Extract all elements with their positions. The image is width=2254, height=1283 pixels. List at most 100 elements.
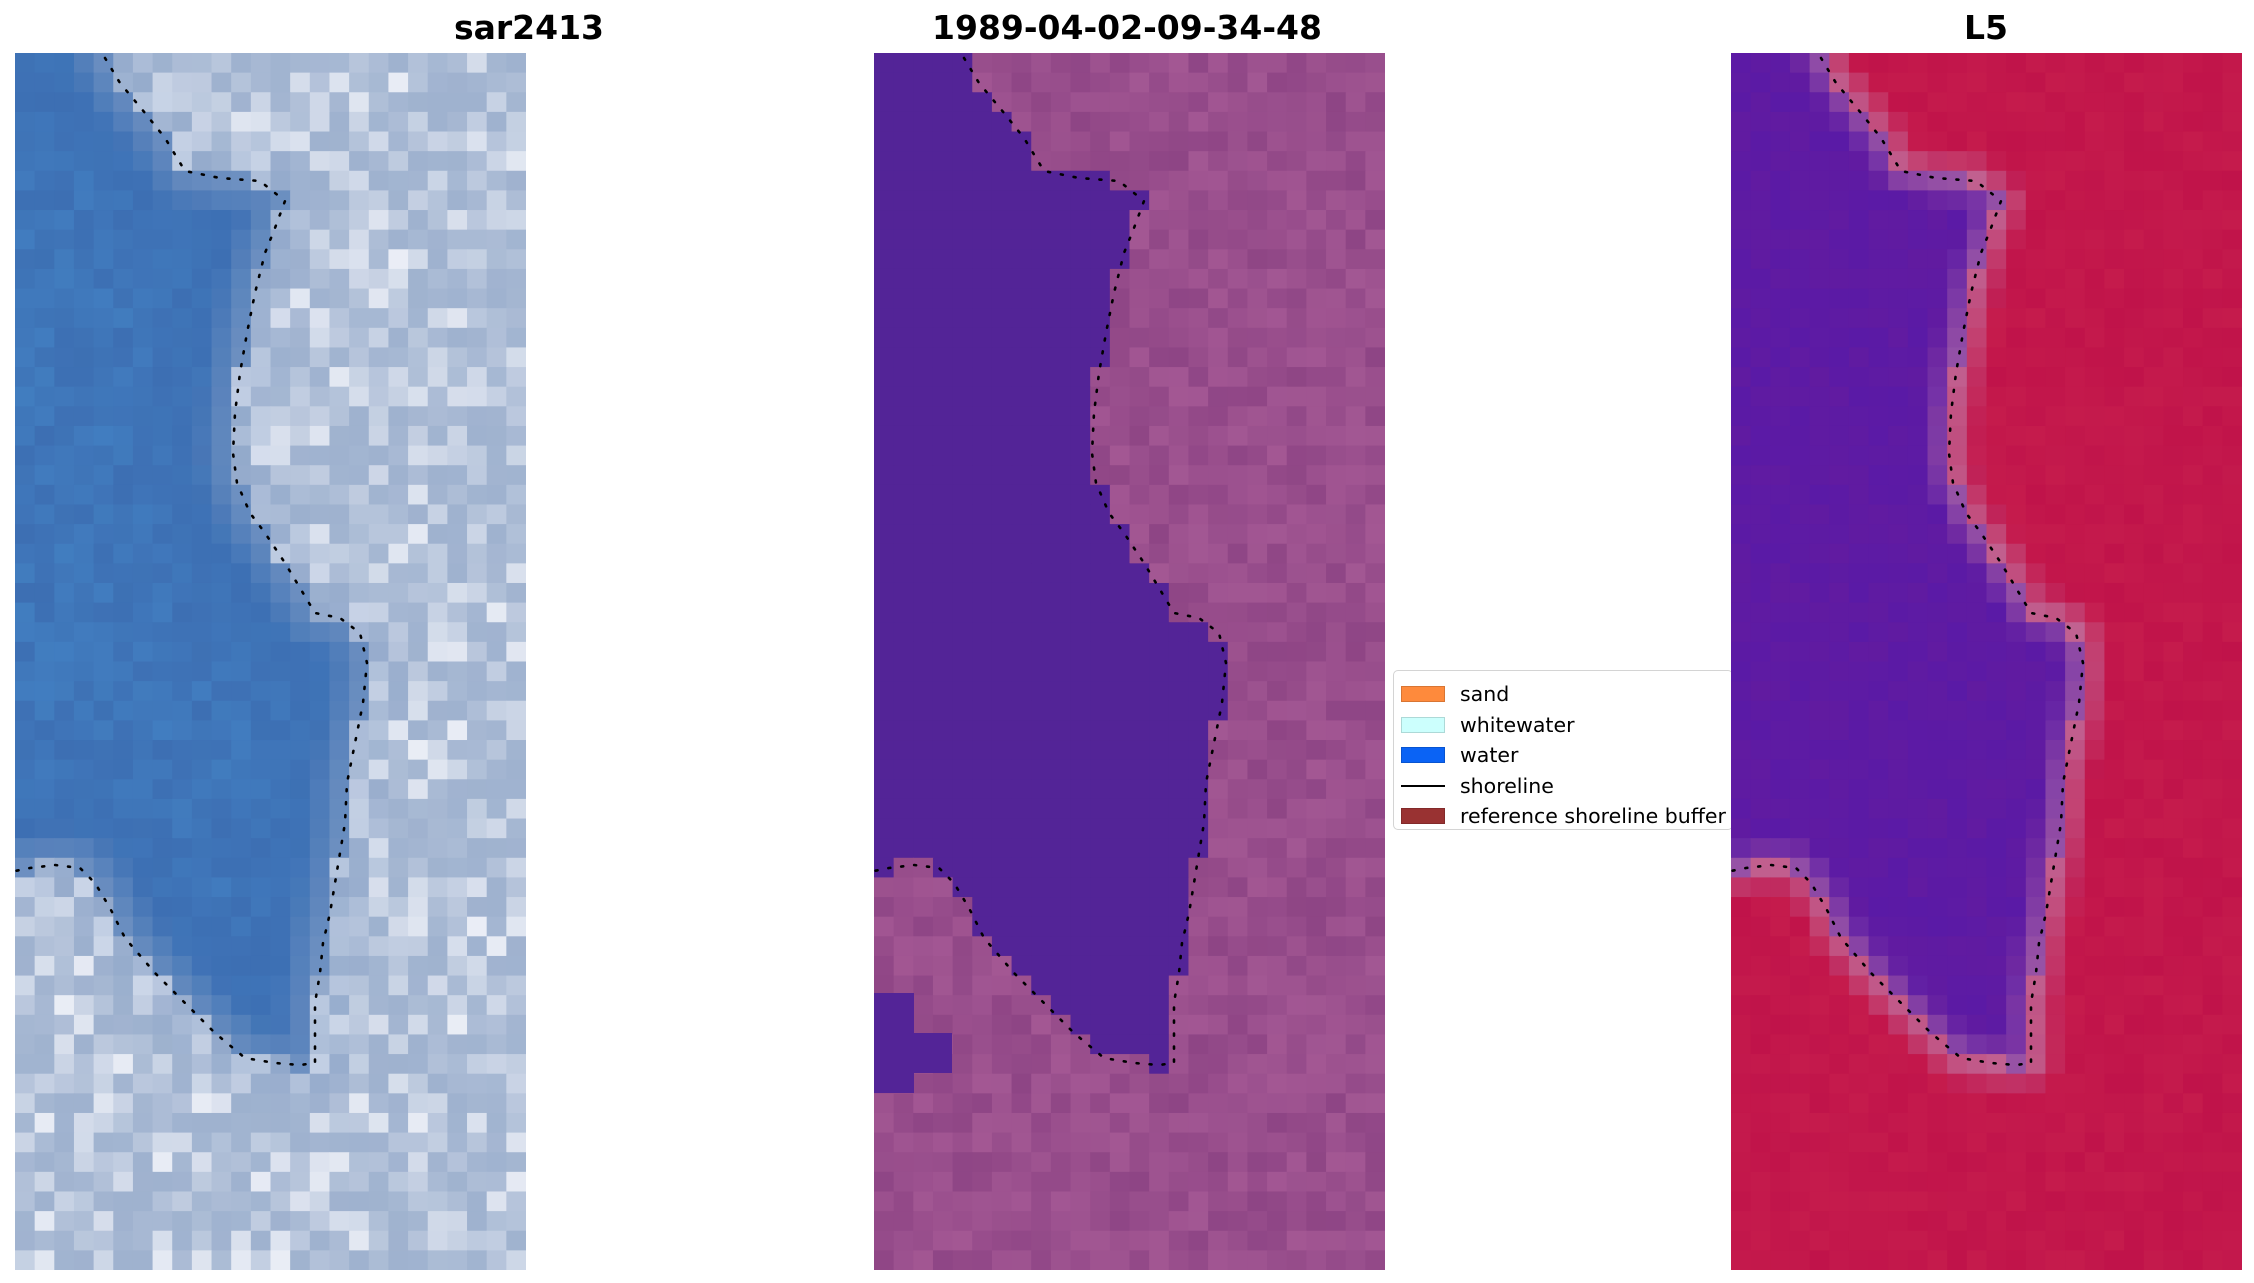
shoreline-dots (1731, 56, 2085, 1067)
pixel-cell (408, 563, 429, 584)
pixel-cell (1789, 1073, 1811, 1094)
pixel-cell (1868, 1054, 1889, 1075)
pixel-cell (1286, 288, 1307, 309)
pixel-cell (172, 386, 193, 407)
pixel-cell (2222, 897, 2242, 918)
pixel-cell (1286, 1093, 1307, 1114)
pixel-cell (1345, 602, 1366, 623)
pixel-cell (1770, 53, 1791, 74)
pixel-cell (913, 151, 934, 172)
pixel-cell (172, 1171, 193, 1193)
pixel-cell (1848, 386, 1870, 407)
pixel-cell (427, 151, 448, 172)
pixel-cell (506, 1034, 526, 1055)
pixel-cell (1031, 229, 1052, 250)
pixel-cell (2163, 53, 2184, 74)
pixel-cell (191, 1191, 213, 1212)
pixel-cell (2065, 779, 2086, 800)
pixel-cell (2163, 798, 2184, 820)
pixel-cell (2222, 53, 2242, 74)
pixel-cell (1345, 975, 1366, 996)
pixel-cell (1050, 779, 1072, 800)
pixel-cell (73, 347, 95, 368)
pixel-cell (1090, 798, 1111, 820)
pixel-cell (506, 661, 526, 682)
pixel-cell (2104, 543, 2125, 564)
pixel-cell (1011, 1250, 1032, 1270)
pixel-cell (1770, 524, 1791, 545)
pixel-cell (1247, 524, 1268, 545)
pixel-cell (349, 838, 370, 859)
pixel-cell (2183, 484, 2204, 506)
pixel-cell (1789, 288, 1811, 309)
pixel-cell (290, 995, 311, 1016)
pixel-cell (1907, 582, 1929, 604)
pixel-cell (1247, 1132, 1268, 1153)
sand-swatch (1401, 686, 1445, 703)
pixel-cell (2025, 681, 2047, 702)
pixel-cell (972, 916, 993, 937)
pixel-cell (34, 92, 55, 113)
pixel-cell (2065, 1230, 2086, 1251)
pixel-cell (2006, 1171, 2027, 1193)
pixel-cell (2025, 1152, 2047, 1173)
pixel-cell (2006, 190, 2027, 211)
pixel-cell (2025, 720, 2047, 741)
pixel-cell (2183, 1230, 2204, 1251)
pixel-cell (1986, 759, 2007, 780)
pixel-cell (1011, 681, 1032, 702)
pixel-cell (1247, 131, 1268, 152)
pixel-cell (932, 406, 954, 427)
pixel-cell (34, 1073, 55, 1094)
pixel-cell (1789, 1250, 1811, 1270)
pixel-cell (290, 877, 311, 898)
pixel-cell (250, 386, 272, 407)
pixel-cell (1129, 170, 1150, 191)
pixel-cell (1267, 425, 1288, 447)
pixel-cell (1966, 445, 1988, 466)
pixel-cell (1731, 1112, 1752, 1134)
pixel-cell (290, 622, 311, 643)
pixel-cell (1208, 1171, 1229, 1193)
pixel-cell (1829, 268, 1850, 290)
pixel-cell (1888, 1250, 1909, 1270)
pixel-cell (447, 386, 468, 407)
pixel-cell (1306, 1250, 1327, 1270)
pixel-cell (309, 563, 331, 584)
pixel-cell (972, 249, 993, 270)
pixel-cell (368, 524, 390, 545)
pixel-cell (1888, 1230, 1909, 1251)
pixel-cell (874, 955, 895, 977)
pixel-cell (1208, 681, 1229, 702)
pixel-cell (1907, 327, 1929, 349)
pixel-cell (1365, 838, 1385, 859)
pixel-cell (1927, 504, 1948, 525)
pixel-cell (1286, 543, 1307, 564)
pixel-cell (1208, 995, 1229, 1016)
pixel-cell (250, 53, 272, 74)
pixel-cell (349, 563, 370, 584)
pixel-cell (2183, 779, 2204, 800)
pixel-cell (427, 936, 448, 957)
pixel-cell (1947, 740, 1968, 761)
pixel-cell (1286, 111, 1307, 133)
pixel-cell (349, 543, 370, 564)
pixel-cell (1306, 955, 1327, 977)
pixel-cell (1129, 1054, 1150, 1075)
pixel-cell (113, 1093, 134, 1114)
pixel-cell (1267, 484, 1288, 506)
pixel-cell (1907, 543, 1929, 564)
pixel-cell (1907, 720, 1929, 741)
pixel-cell (1848, 798, 1870, 820)
pixel-cell (1090, 602, 1111, 623)
pixel-cell (250, 543, 272, 564)
pixel-cell (1306, 720, 1327, 741)
pixel-cell (1306, 1073, 1327, 1094)
pixel-cell (1345, 308, 1366, 329)
pixel-cell (1907, 798, 1929, 820)
pixel-cell (34, 445, 55, 466)
pixel-cell (329, 1093, 350, 1114)
pixel-cell (972, 1054, 993, 1075)
pixel-cell (2124, 367, 2145, 388)
pixel-cell (1809, 1014, 1830, 1036)
